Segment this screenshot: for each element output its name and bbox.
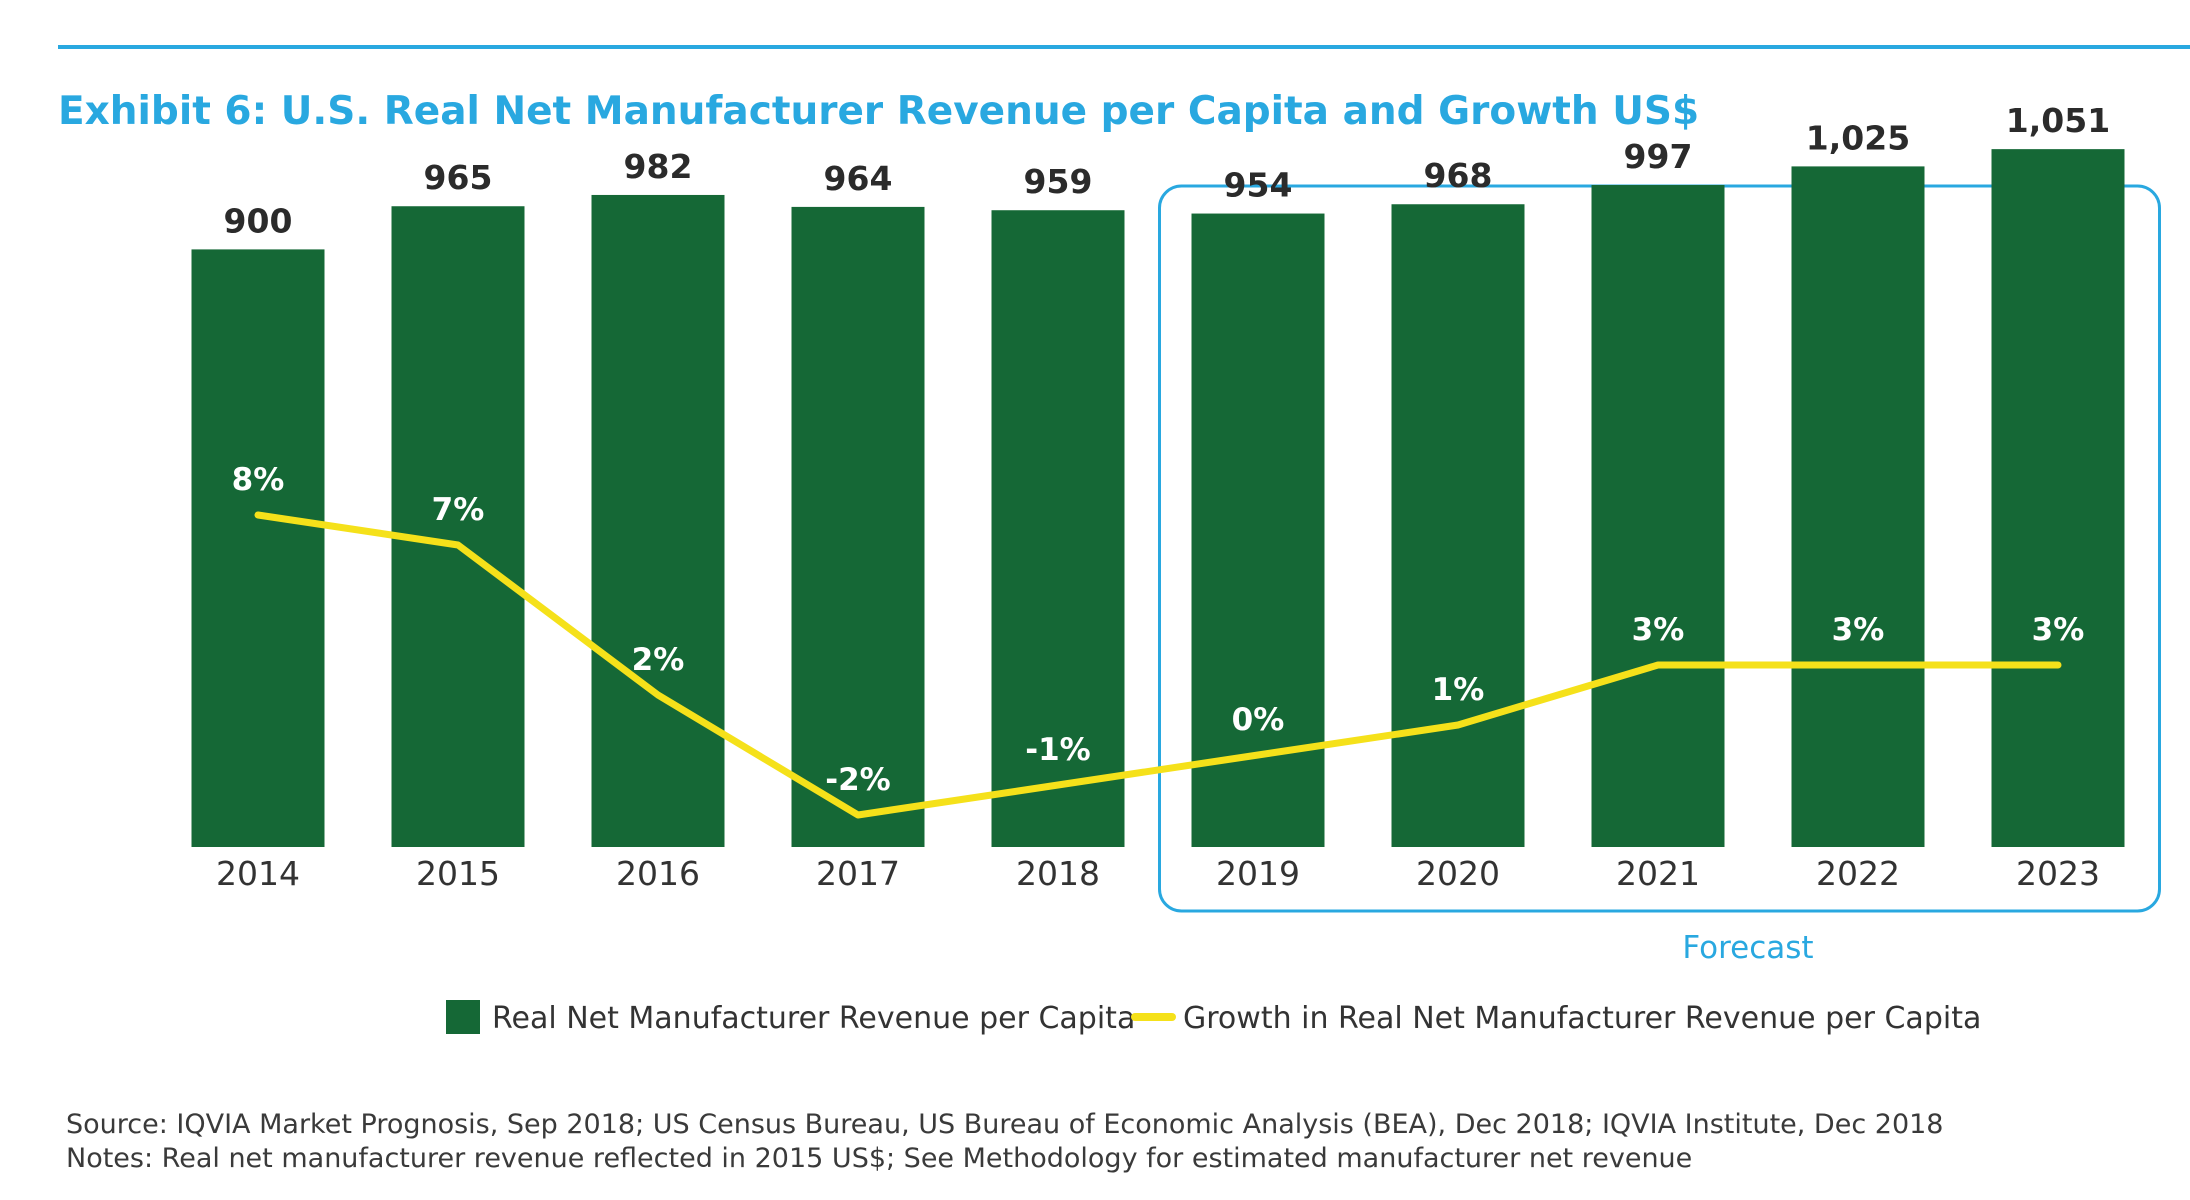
- bar-2016: [591, 194, 725, 847]
- labels-layer: 900 2014 965 2015 982 2016 964 2017 959 2018 954 20…: [216, 101, 2110, 893]
- growth-label-2019: 0%: [1232, 702, 1285, 738]
- growth-label-2014: 8%: [232, 462, 285, 498]
- bar-2014: [191, 249, 325, 847]
- x-tick-label-2020: 2020: [1416, 854, 1500, 893]
- bar-value-label-2016: 982: [624, 147, 693, 186]
- growth-label-2023: 3%: [2032, 612, 2085, 648]
- x-tick-label-2015: 2015: [416, 854, 500, 893]
- bar-value-label-2014: 900: [224, 201, 293, 240]
- bar-2021: [1591, 184, 1725, 847]
- x-tick-label-2021: 2021: [1616, 854, 1700, 893]
- legend-line-label: Growth in Real Net Manufacturer Revenue …: [1183, 1001, 1981, 1036]
- legend-bar-swatch: [446, 1000, 480, 1034]
- bar-2023: [1991, 149, 2125, 848]
- chart-title: Exhibit 6: U.S. Real Net Manufacturer Re…: [58, 89, 1699, 134]
- x-tick-label-2017: 2017: [816, 854, 900, 893]
- notes-note: Notes: Real net manufacturer revenue ref…: [66, 1143, 1693, 1174]
- bar-value-label-2020: 968: [1424, 156, 1493, 195]
- growth-label-2022: 3%: [1832, 612, 1885, 648]
- growth-label-2020: 1%: [1432, 672, 1485, 708]
- bar-2019: [1191, 213, 1325, 847]
- x-tick-label-2014: 2014: [216, 854, 300, 893]
- bar-value-label-2023: 1,051: [2006, 101, 2110, 140]
- bar-2020: [1391, 204, 1525, 848]
- growth-line: [254, 511, 2062, 819]
- x-tick-label-2023: 2023: [2016, 854, 2100, 893]
- x-tick-label-2018: 2018: [1016, 854, 1100, 893]
- x-tick-label-2019: 2019: [1216, 854, 1300, 893]
- bars-layer: [191, 149, 2125, 848]
- bar-value-label-2018: 959: [1024, 162, 1093, 201]
- bar-value-label-2019: 954: [1224, 166, 1293, 205]
- growth-label-2021: 3%: [1632, 612, 1685, 648]
- source-note: Source: IQVIA Market Prognosis, Sep 2018…: [66, 1109, 1944, 1140]
- bar-value-label-2022: 1,025: [1806, 118, 1910, 157]
- bar-2022: [1791, 166, 1925, 847]
- bar-value-label-2015: 965: [424, 158, 493, 197]
- growth-label-2016: 2%: [632, 642, 685, 678]
- bar-2015: [391, 206, 525, 848]
- bar-value-label-2017: 964: [824, 159, 893, 198]
- bar-2018: [991, 210, 1125, 847]
- x-tick-label-2016: 2016: [616, 854, 700, 893]
- growth-label-2017: -2%: [825, 762, 891, 798]
- bar-value-label-2021: 997: [1624, 137, 1693, 176]
- bar-2017: [791, 206, 925, 848]
- growth-label-2018: -1%: [1025, 732, 1091, 768]
- legend: Real Net Manufacturer Revenue per Capita…: [446, 1000, 1981, 1036]
- growth-line-layer: [254, 511, 2062, 819]
- x-tick-label-2022: 2022: [1816, 854, 1900, 893]
- forecast-label: Forecast: [1682, 930, 1813, 966]
- legend-bar-label: Real Net Manufacturer Revenue per Capita: [492, 1001, 1135, 1036]
- growth-label-2015: 7%: [432, 492, 485, 528]
